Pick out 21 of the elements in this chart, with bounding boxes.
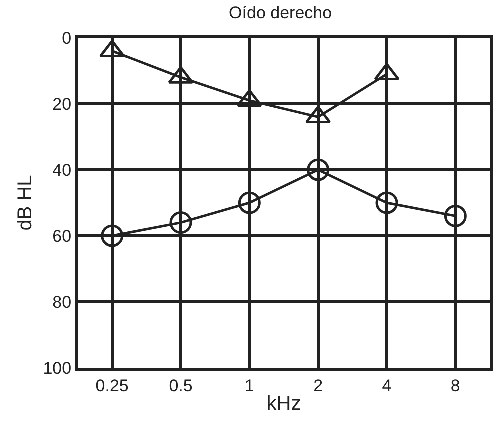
y-tick-label: 100 — [43, 358, 72, 378]
y-tick-label: 60 — [52, 226, 72, 246]
y-axis-title: dB HL — [14, 175, 37, 231]
y-tick-label: 40 — [52, 160, 72, 180]
x-tick-label: 0.25 — [96, 376, 129, 396]
x-tick-label: 0.5 — [169, 376, 193, 396]
point — [238, 192, 261, 214]
x-tick-label: 8 — [450, 376, 460, 396]
point — [444, 204, 467, 228]
x-tick-label: 4 — [382, 376, 392, 396]
chart-title: Oído derecho — [229, 3, 332, 22]
x-axis-title: kHz — [266, 392, 302, 415]
y-tick-label: 0 — [62, 28, 72, 48]
point — [170, 212, 192, 234]
point — [101, 224, 124, 248]
y-tick-label: 80 — [52, 292, 72, 312]
x-tick-label: 1 — [244, 376, 254, 396]
point — [376, 192, 398, 214]
point — [307, 158, 330, 182]
y-tick-label: 20 — [52, 94, 72, 114]
x-tick-label: 2 — [314, 376, 324, 396]
